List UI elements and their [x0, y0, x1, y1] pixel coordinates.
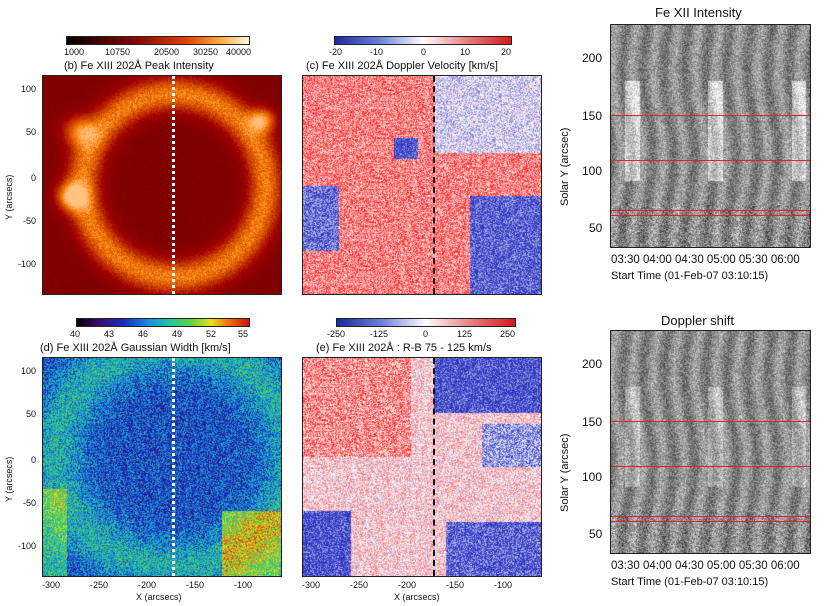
timeplot-2-xticks: 03:30 04:00 04:30 05:00 05:30 06:00	[611, 560, 800, 572]
colorbar-c-tick: -10	[370, 47, 384, 57]
colorbar-b-tick: 20500	[154, 47, 180, 57]
colorbar-d-tick: 46	[138, 329, 149, 339]
panel-c-image	[302, 75, 542, 295]
x-tick: -100	[234, 580, 253, 590]
panel-b-image	[42, 75, 282, 295]
colorbar-e-tick: -125	[370, 329, 389, 339]
red-marker-line	[611, 466, 810, 467]
colorbar-d-tick: 49	[172, 329, 183, 339]
y-tick: 50	[589, 221, 603, 235]
panel-e-xlabel: X (arcsecs)	[394, 592, 440, 602]
slit-marker-line	[433, 76, 435, 294]
x-tick: -300	[42, 580, 61, 590]
slit-marker-line	[172, 76, 175, 294]
red-marker-line	[611, 421, 810, 422]
timeplot-1-xlabel: Start Time (01-Feb-07 03:10:15)	[611, 270, 769, 282]
colorbar-d-tick: 43	[104, 329, 115, 339]
timeplot-2-title: Doppler shift	[661, 313, 734, 328]
colorbar-c-tick: 20	[501, 47, 512, 57]
x-tick: -200	[138, 580, 157, 590]
panel-d-xlabel: X (arcsecs)	[136, 592, 182, 602]
panel-d-ylabel: Y (arcsecs)	[4, 456, 14, 502]
colorbar-e-tick: 250	[500, 329, 516, 339]
colorbar-c	[334, 36, 512, 45]
colorbar-d-tick: 40	[70, 329, 81, 339]
colorbar-e-tick: 0	[423, 329, 429, 339]
colorbar-d	[76, 318, 250, 327]
y-tick: 0	[31, 455, 37, 465]
timeplot-1-ylabel: Solar Y (arcsec)	[559, 127, 571, 206]
y-tick: 150	[582, 109, 603, 123]
y-tick: -50	[23, 216, 37, 226]
colorbar-e	[336, 318, 516, 327]
red-marker-line	[611, 210, 810, 211]
panel-e-title: (e) Fe XIII 202Å : R-B 75 - 125 km/s	[316, 342, 492, 354]
y-tick: -100	[18, 541, 37, 551]
red-marker-line	[611, 521, 810, 522]
y-tick: 50	[589, 527, 603, 541]
x-tick: -300	[302, 580, 321, 590]
y-tick: 200	[582, 357, 603, 371]
colorbar-c-tick: -20	[329, 47, 343, 57]
panel-b-ylabel: Y (arcsecs)	[4, 174, 14, 220]
colorbar-d-tick: 52	[206, 329, 217, 339]
panel-d-title: (d) Fe XIII 202Å Gaussian Width [km/s]	[40, 342, 231, 354]
panel-c-title: (c) Fe XIII 202Å Doppler Velocity [km/s]	[306, 60, 498, 72]
colorbar-e-tick: 125	[457, 329, 473, 339]
colorbar-c-tick: 10	[460, 47, 471, 57]
colorbar-b-tick: 10750	[105, 47, 131, 57]
red-marker-line	[611, 215, 810, 216]
colorbar-b-tick: 1000	[64, 47, 85, 57]
colorbar-b	[66, 36, 250, 45]
red-marker-line	[611, 115, 810, 116]
colorbar-b-tick: 40000	[226, 47, 252, 57]
red-marker-line	[611, 516, 810, 517]
timeplot-2-image	[610, 330, 811, 554]
x-tick: -150	[186, 580, 205, 590]
panel-b-title: (b) Fe XIII 202Å Peak Intensity	[64, 60, 214, 72]
colorbar-b-tick: 30250	[193, 47, 219, 57]
slit-marker-line	[433, 358, 435, 576]
x-tick: -100	[494, 580, 513, 590]
y-tick: -100	[18, 259, 37, 269]
colorbar-e-tick: -250	[327, 329, 346, 339]
x-tick: -200	[398, 580, 417, 590]
y-tick: -50	[23, 498, 37, 508]
y-tick: 100	[21, 84, 37, 94]
y-tick: 150	[582, 415, 603, 429]
timeplot-2-xlabel: Start Time (01-Feb-07 03:10:15)	[611, 576, 769, 588]
timeplot-1-xticks: 03:30 04:00 04:30 05:00 05:30 06:00	[611, 254, 800, 266]
colorbar-c-tick: 0	[421, 47, 427, 57]
y-tick: 100	[582, 164, 603, 178]
timeplot-2-ylabel: Solar Y (arcsec)	[559, 433, 571, 512]
red-marker-line	[611, 160, 810, 161]
y-tick: 100	[21, 366, 37, 376]
x-tick: -250	[90, 580, 109, 590]
colorbar-d-tick: 55	[238, 329, 249, 339]
x-tick: -150	[446, 580, 465, 590]
y-tick: 50	[26, 409, 37, 419]
x-tick: -250	[350, 580, 369, 590]
slit-marker-line	[172, 358, 175, 576]
y-tick: 100	[582, 470, 603, 484]
panel-e-image	[302, 357, 542, 577]
y-tick: 50	[26, 127, 37, 137]
timeplot-1-image	[610, 24, 811, 248]
panel-d-image	[42, 357, 282, 577]
timeplot-1-title: Fe XII Intensity	[655, 5, 742, 20]
y-tick: 0	[31, 173, 37, 183]
y-tick: 200	[582, 51, 603, 65]
